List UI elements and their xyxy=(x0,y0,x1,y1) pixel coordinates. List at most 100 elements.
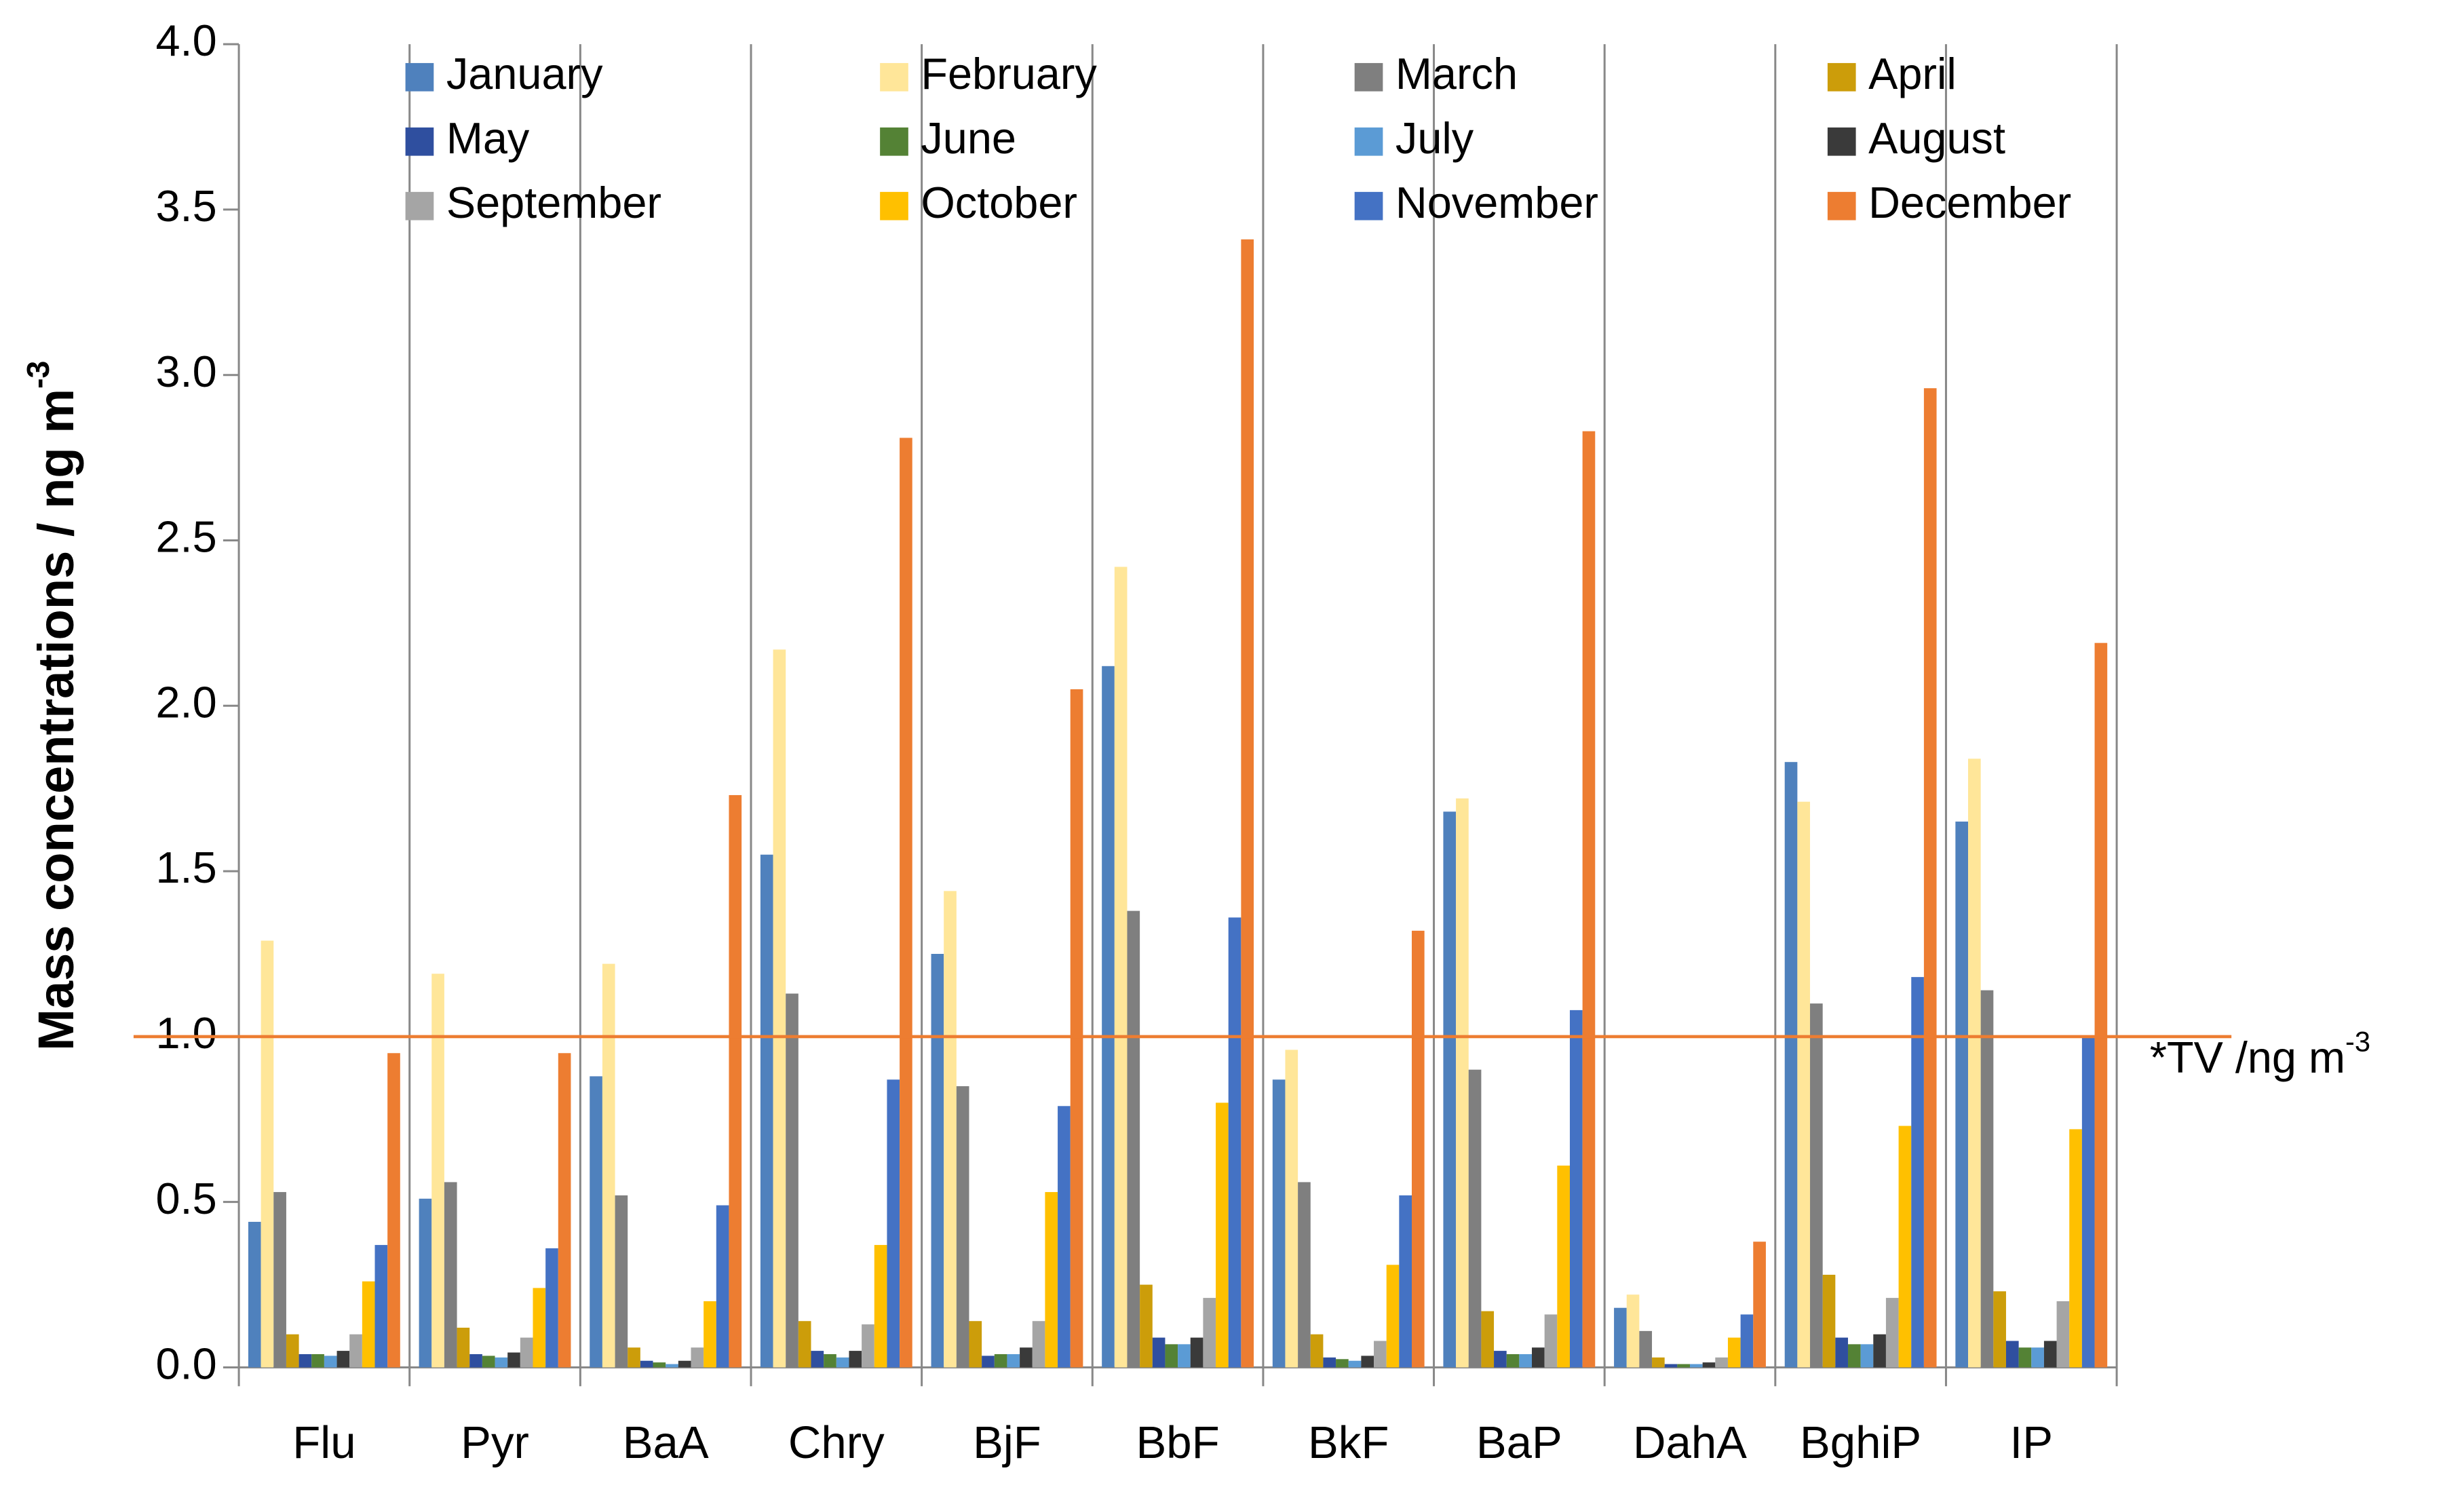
bar xyxy=(1968,758,1981,1368)
y-axis-label: Mass concentrations / ng m-3 xyxy=(20,361,83,1051)
bar xyxy=(900,438,912,1368)
bar xyxy=(2031,1347,2044,1368)
bar xyxy=(2056,1301,2070,1368)
bar xyxy=(1241,239,1254,1368)
bar xyxy=(2094,642,2108,1368)
bar xyxy=(773,649,786,1368)
bar xyxy=(1007,1353,1020,1368)
bar xyxy=(261,940,274,1368)
bar xyxy=(666,1364,678,1368)
x-tick-label: Chry xyxy=(788,1417,885,1468)
legend-swatch xyxy=(880,62,908,92)
legend-label: March xyxy=(1395,49,1518,98)
bar xyxy=(1399,1195,1412,1368)
bar xyxy=(2069,1129,2082,1368)
legend-swatch xyxy=(1354,191,1383,220)
legend-label: August xyxy=(1868,113,2005,163)
bar xyxy=(2005,1341,2019,1368)
bar xyxy=(1753,1242,1766,1368)
bar xyxy=(533,1288,546,1368)
bar xyxy=(994,1353,1007,1368)
bar xyxy=(1784,762,1798,1368)
bar xyxy=(336,1351,350,1368)
legend-swatch xyxy=(880,127,908,156)
legend-label: January xyxy=(446,49,603,98)
y-axis-label-text: Mass concentrations / ng m xyxy=(28,389,84,1051)
bar xyxy=(729,794,742,1368)
bar xyxy=(299,1353,312,1368)
legend-swatch xyxy=(405,191,434,220)
bar xyxy=(602,963,615,1368)
bar xyxy=(374,1245,388,1368)
bar xyxy=(387,1053,400,1368)
legend-label: November xyxy=(1395,178,1598,227)
bar xyxy=(1216,1102,1229,1368)
x-tick-label: DahA xyxy=(1633,1417,1747,1468)
bar xyxy=(1361,1356,1374,1368)
bar xyxy=(1898,1126,1912,1368)
bar xyxy=(431,974,444,1368)
bar xyxy=(1980,990,1994,1368)
x-tick-label: IP xyxy=(2010,1417,2053,1468)
bar xyxy=(1873,1334,1886,1368)
bar xyxy=(1569,1010,1583,1368)
x-tick-label: BaA xyxy=(623,1417,709,1468)
x-tick-label: BbF xyxy=(1136,1417,1220,1468)
bar xyxy=(1727,1337,1741,1368)
y-tick-label: 3.5 xyxy=(155,181,216,231)
bar xyxy=(520,1337,533,1368)
bar xyxy=(691,1347,704,1368)
bar xyxy=(444,1182,457,1368)
bar xyxy=(1272,1079,1286,1368)
bar xyxy=(1532,1347,1545,1368)
bar xyxy=(482,1356,495,1368)
bar xyxy=(1582,431,1596,1368)
bar xyxy=(760,854,773,1368)
bar xyxy=(1443,811,1457,1368)
legend-swatch xyxy=(1354,62,1383,92)
bar xyxy=(1045,1192,1058,1368)
bar xyxy=(849,1351,862,1368)
bar xyxy=(507,1352,520,1368)
legend-label: May xyxy=(446,113,530,163)
bar xyxy=(969,1321,982,1368)
bar xyxy=(1835,1337,1848,1368)
x-tick-label: BghiP xyxy=(1800,1417,1921,1468)
bar xyxy=(1519,1353,1533,1368)
bar xyxy=(1860,1344,1874,1368)
reference-label-sup: -3 xyxy=(2345,1025,2370,1057)
legend-label: February xyxy=(921,49,1097,98)
x-tick-label: Pyr xyxy=(461,1417,529,1468)
bar xyxy=(1058,1106,1071,1368)
bar xyxy=(495,1357,508,1368)
bar xyxy=(1639,1330,1653,1368)
bar xyxy=(653,1362,666,1368)
bar xyxy=(704,1301,716,1368)
y-axis-label-sup: -3 xyxy=(20,361,56,389)
legend-swatch xyxy=(1827,62,1856,92)
bar xyxy=(1544,1314,1558,1368)
y-tick-label: 2.0 xyxy=(155,677,216,727)
bar xyxy=(1494,1351,1507,1368)
bar xyxy=(349,1334,362,1368)
bar xyxy=(1702,1362,1716,1368)
bar xyxy=(1677,1364,1690,1368)
x-tick-label: BaP xyxy=(1476,1417,1562,1468)
y-tick-label: 0.5 xyxy=(155,1174,216,1223)
bar xyxy=(956,1086,969,1368)
bar xyxy=(1911,977,1924,1368)
legend-label: April xyxy=(1868,49,1957,98)
bar xyxy=(1923,388,1937,1368)
bar xyxy=(1822,1274,1836,1368)
bar xyxy=(1664,1364,1678,1368)
bar xyxy=(1102,666,1115,1368)
bar xyxy=(811,1351,824,1368)
bar xyxy=(1310,1334,1324,1368)
legend-swatch xyxy=(1827,191,1856,220)
bar xyxy=(311,1353,324,1368)
bar xyxy=(1993,1291,2006,1368)
bar xyxy=(1885,1298,1899,1368)
bar xyxy=(1456,798,1469,1368)
bar xyxy=(1203,1298,1216,1368)
